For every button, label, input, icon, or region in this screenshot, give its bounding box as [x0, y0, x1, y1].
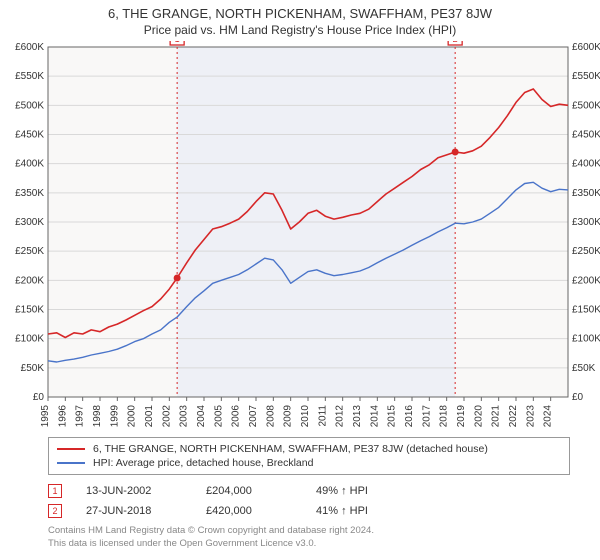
svg-text:£400K: £400K	[572, 159, 600, 170]
svg-text:1999: 1999	[109, 405, 120, 428]
svg-text:£550K: £550K	[15, 71, 44, 82]
svg-text:1998: 1998	[92, 405, 103, 428]
svg-text:£100K: £100K	[572, 334, 600, 345]
svg-text:2009: 2009	[283, 405, 294, 428]
footer-line-1: Contains HM Land Registry data © Crown c…	[48, 525, 570, 538]
transaction-delta: 49% ↑ HPI	[316, 485, 436, 497]
chart-plot-area: £0 £0 £50K £50K £100K £100K £150K £150K £200K £20…	[0, 41, 600, 431]
svg-text:£400K: £400K	[15, 159, 44, 170]
svg-text:2018: 2018	[439, 405, 450, 428]
transaction-date: 13-JUN-2002	[86, 485, 206, 497]
svg-text:2006: 2006	[231, 405, 242, 428]
svg-text:£600K: £600K	[15, 42, 44, 53]
transaction-marker: 1	[48, 484, 62, 498]
legend: 6, THE GRANGE, NORTH PICKENHAM, SWAFFHAM…	[48, 437, 570, 475]
svg-text:£50K: £50K	[572, 363, 596, 374]
svg-text:£600K: £600K	[572, 42, 600, 53]
svg-text:£350K: £350K	[15, 188, 44, 199]
svg-text:2021: 2021	[491, 405, 502, 428]
transaction-table: 1 13-JUN-2002£204,00049% ↑ HPI 2 27-JUN-201…	[48, 481, 570, 521]
svg-text:2010: 2010	[300, 405, 311, 428]
transaction-date: 27-JUN-2018	[86, 505, 206, 517]
svg-text:£550K: £550K	[572, 71, 600, 82]
svg-text:2024: 2024	[543, 405, 554, 428]
svg-text:2013: 2013	[352, 405, 363, 428]
svg-text:2015: 2015	[387, 405, 398, 428]
svg-text:£200K: £200K	[572, 275, 600, 286]
svg-text:2019: 2019	[456, 405, 467, 428]
svg-text:£150K: £150K	[572, 305, 600, 316]
chart-title: 6, THE GRANGE, NORTH PICKENHAM, SWAFFHAM…	[0, 0, 600, 21]
transaction-row: 2 27-JUN-2018£420,00041% ↑ HPI	[48, 501, 570, 521]
footer-line-2: This data is licensed under the Open Gov…	[48, 538, 570, 551]
svg-text:2004: 2004	[196, 405, 207, 428]
svg-text:2003: 2003	[179, 405, 190, 428]
svg-text:£250K: £250K	[572, 246, 600, 257]
svg-text:2008: 2008	[265, 405, 276, 428]
legend-item: 6, THE GRANGE, NORTH PICKENHAM, SWAFFHAM…	[57, 442, 561, 456]
svg-text:2012: 2012	[335, 405, 346, 428]
svg-text:£100K: £100K	[15, 334, 44, 345]
svg-text:2007: 2007	[248, 405, 259, 428]
svg-text:2023: 2023	[525, 405, 536, 428]
legend-swatch	[57, 462, 85, 464]
svg-text:2016: 2016	[404, 405, 415, 428]
legend-label: 6, THE GRANGE, NORTH PICKENHAM, SWAFFHAM…	[93, 443, 488, 455]
svg-text:£150K: £150K	[15, 305, 44, 316]
transaction-row: 1 13-JUN-2002£204,00049% ↑ HPI	[48, 481, 570, 501]
svg-text:2017: 2017	[421, 405, 432, 428]
legend-item: HPI: Average price, detached house, Brec…	[57, 456, 561, 470]
svg-text:1: 1	[175, 41, 180, 44]
svg-text:£0: £0	[572, 392, 584, 403]
line-chart-svg: £0 £0 £50K £50K £100K £100K £150K £150K £200K £20…	[0, 41, 600, 431]
svg-text:2002: 2002	[161, 405, 172, 428]
transaction-price: £204,000	[206, 485, 316, 497]
svg-text:1997: 1997	[75, 405, 86, 428]
svg-text:£500K: £500K	[572, 100, 600, 111]
legend-swatch	[57, 448, 85, 450]
svg-text:£450K: £450K	[15, 130, 44, 141]
svg-text:£0: £0	[33, 392, 45, 403]
svg-text:2020: 2020	[473, 405, 484, 428]
svg-text:2022: 2022	[508, 405, 519, 428]
svg-text:2: 2	[453, 41, 458, 44]
svg-text:1996: 1996	[57, 405, 68, 428]
svg-text:£200K: £200K	[15, 275, 44, 286]
svg-text:£50K: £50K	[21, 363, 45, 374]
chart-subtitle: Price paid vs. HM Land Registry's House …	[0, 21, 600, 41]
svg-text:£500K: £500K	[15, 100, 44, 111]
transaction-price: £420,000	[206, 505, 316, 517]
svg-text:2014: 2014	[369, 405, 380, 428]
legend-label: HPI: Average price, detached house, Brec…	[93, 457, 313, 469]
chart-container: 6, THE GRANGE, NORTH PICKENHAM, SWAFFHAM…	[0, 0, 600, 560]
svg-text:£450K: £450K	[572, 130, 600, 141]
svg-text:£300K: £300K	[15, 217, 44, 228]
svg-text:£300K: £300K	[572, 217, 600, 228]
transaction-delta: 41% ↑ HPI	[316, 505, 436, 517]
svg-text:£250K: £250K	[15, 246, 44, 257]
svg-text:2005: 2005	[213, 405, 224, 428]
transaction-marker: 2	[48, 504, 62, 518]
svg-text:2011: 2011	[317, 405, 328, 427]
svg-text:£350K: £350K	[572, 188, 600, 199]
svg-text:2001: 2001	[144, 405, 155, 428]
svg-text:2000: 2000	[127, 405, 138, 428]
svg-text:1995: 1995	[40, 405, 51, 428]
footer-attribution: Contains HM Land Registry data © Crown c…	[48, 525, 570, 551]
